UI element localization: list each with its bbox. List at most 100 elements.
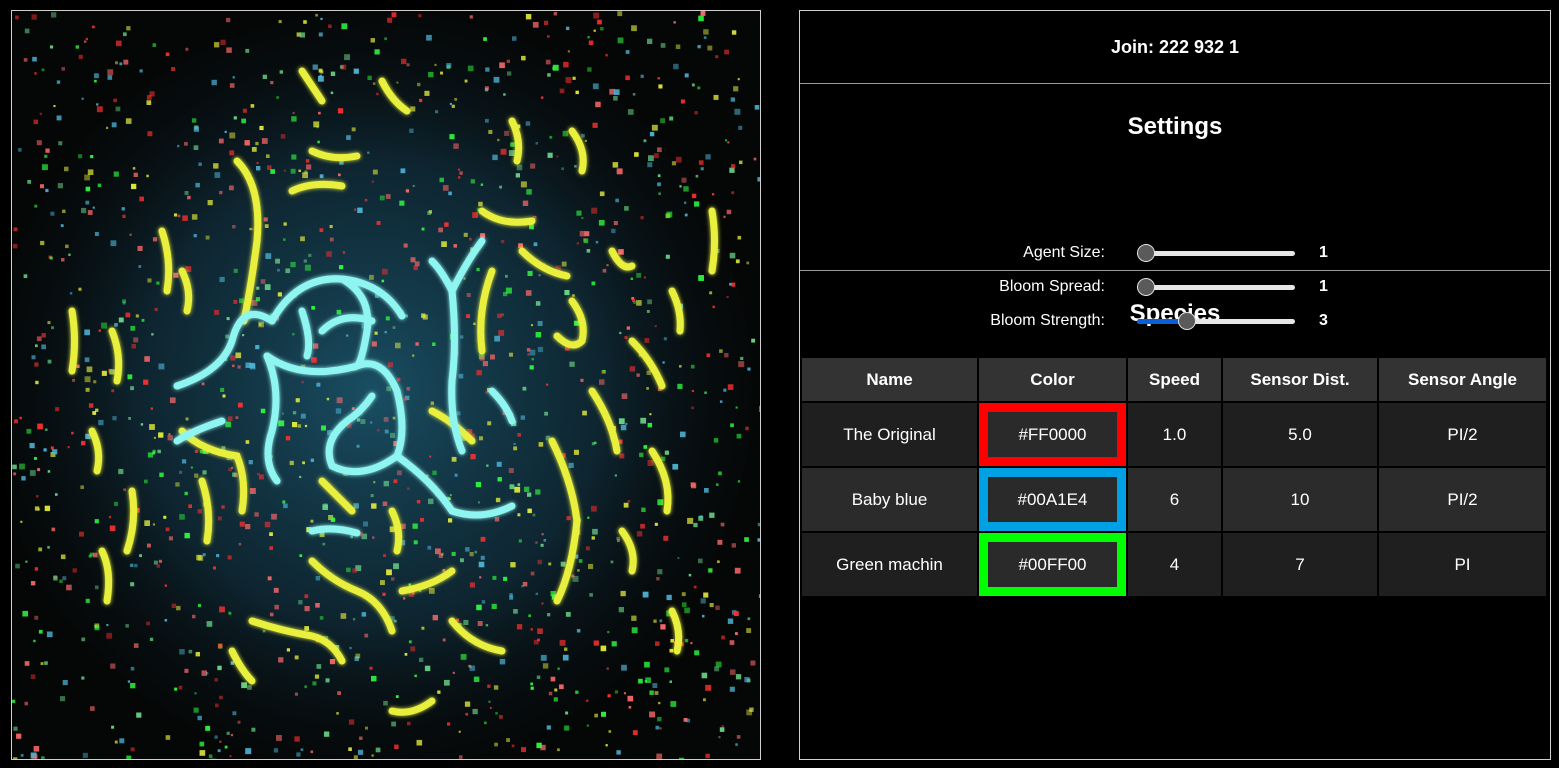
particle <box>349 646 352 650</box>
particle <box>653 619 657 623</box>
particle <box>647 299 652 305</box>
particle <box>280 134 286 139</box>
particle <box>151 333 154 336</box>
particle <box>538 274 541 277</box>
particle <box>53 576 58 581</box>
species-speed-cell[interactable]: 4 <box>1128 533 1221 596</box>
particle <box>499 62 505 69</box>
particle <box>355 653 361 659</box>
particle <box>758 594 760 598</box>
slider-track <box>1137 319 1295 324</box>
species-name-cell[interactable]: Baby blue <box>802 468 977 531</box>
species-speed-cell[interactable]: 6 <box>1128 468 1221 531</box>
particle <box>329 225 333 229</box>
particle <box>497 477 502 482</box>
particle <box>55 493 58 496</box>
particle <box>316 664 322 669</box>
color-swatch[interactable]: #00FF00 <box>979 533 1126 596</box>
species-sensor-dist-cell[interactable]: 10 <box>1223 468 1377 531</box>
particle <box>85 598 90 603</box>
species-sensor-angle-cell[interactable]: PI/2 <box>1379 403 1546 466</box>
particle <box>57 183 63 189</box>
particle <box>506 738 510 742</box>
particle <box>671 161 676 166</box>
agent-size-slider[interactable] <box>1137 244 1295 264</box>
particle <box>403 397 407 401</box>
particle <box>587 36 590 39</box>
slime-simulation-render <box>12 11 760 759</box>
particle <box>164 584 167 587</box>
species-sensor-angle-cell[interactable]: PI <box>1379 533 1546 596</box>
particle <box>518 539 522 543</box>
particle <box>580 378 584 382</box>
simulation-canvas[interactable] <box>11 10 761 760</box>
species-color-cell[interactable]: #00A1E4 <box>979 468 1126 531</box>
species-color-cell[interactable]: #00FF00 <box>979 533 1126 596</box>
particle <box>413 540 418 545</box>
species-name-cell[interactable]: Green machin <box>802 533 977 596</box>
particle <box>495 497 501 503</box>
slider-thumb[interactable] <box>1137 244 1155 262</box>
particle <box>214 735 218 739</box>
particle <box>521 585 524 588</box>
species-sensor-dist-cell[interactable]: 7 <box>1223 533 1377 596</box>
species-sensor-dist-cell[interactable]: 5.0 <box>1223 403 1377 466</box>
particle <box>80 485 84 489</box>
particle <box>122 214 126 218</box>
particle <box>625 75 630 81</box>
particle <box>372 82 376 85</box>
color-swatch[interactable]: #FF0000 <box>979 403 1126 466</box>
particle <box>709 512 715 518</box>
bloom-strength-slider[interactable] <box>1137 312 1295 332</box>
particle <box>655 725 660 730</box>
particle <box>37 468 41 472</box>
particle <box>32 56 37 62</box>
species-color-cell[interactable]: #FF0000 <box>979 403 1126 466</box>
agent-size-label: Agent Size: <box>1023 244 1105 261</box>
particle <box>81 207 87 214</box>
particle <box>24 28 30 34</box>
particle <box>22 610 28 617</box>
color-swatch[interactable]: #00A1E4 <box>979 468 1126 531</box>
species-sensor-angle-cell[interactable]: PI/2 <box>1379 468 1546 531</box>
particle <box>15 15 19 20</box>
particle <box>544 411 548 416</box>
particle <box>347 423 352 429</box>
particle <box>158 363 165 370</box>
slider-thumb[interactable] <box>1137 278 1155 296</box>
particle <box>56 80 61 84</box>
particle <box>555 265 561 271</box>
particle <box>451 456 457 462</box>
particle <box>384 429 389 434</box>
particle <box>245 362 251 368</box>
particle <box>713 438 719 443</box>
particle <box>730 423 734 428</box>
particle <box>458 168 461 171</box>
particle <box>475 481 482 488</box>
species-speed-cell[interactable]: 1.0 <box>1128 403 1221 466</box>
particle <box>182 459 187 464</box>
particle <box>419 98 423 103</box>
species-name-cell[interactable]: The Original <box>802 403 977 466</box>
particle <box>44 505 51 512</box>
particle <box>470 433 475 439</box>
particle <box>219 190 223 195</box>
particle <box>679 365 682 368</box>
particle <box>591 536 595 540</box>
particle <box>403 597 406 600</box>
bloom-spread-slider[interactable] <box>1137 278 1295 298</box>
particle <box>84 357 90 363</box>
particle <box>517 513 521 517</box>
particle <box>613 96 618 101</box>
particle <box>94 585 99 590</box>
particle <box>78 154 83 159</box>
slider-thumb[interactable] <box>1177 312 1196 330</box>
particle <box>125 312 131 318</box>
particle <box>230 661 235 665</box>
particle <box>45 148 50 153</box>
particle <box>408 591 415 597</box>
particle <box>463 277 466 280</box>
particle <box>564 345 570 351</box>
particle <box>472 212 478 218</box>
particle <box>572 76 576 80</box>
